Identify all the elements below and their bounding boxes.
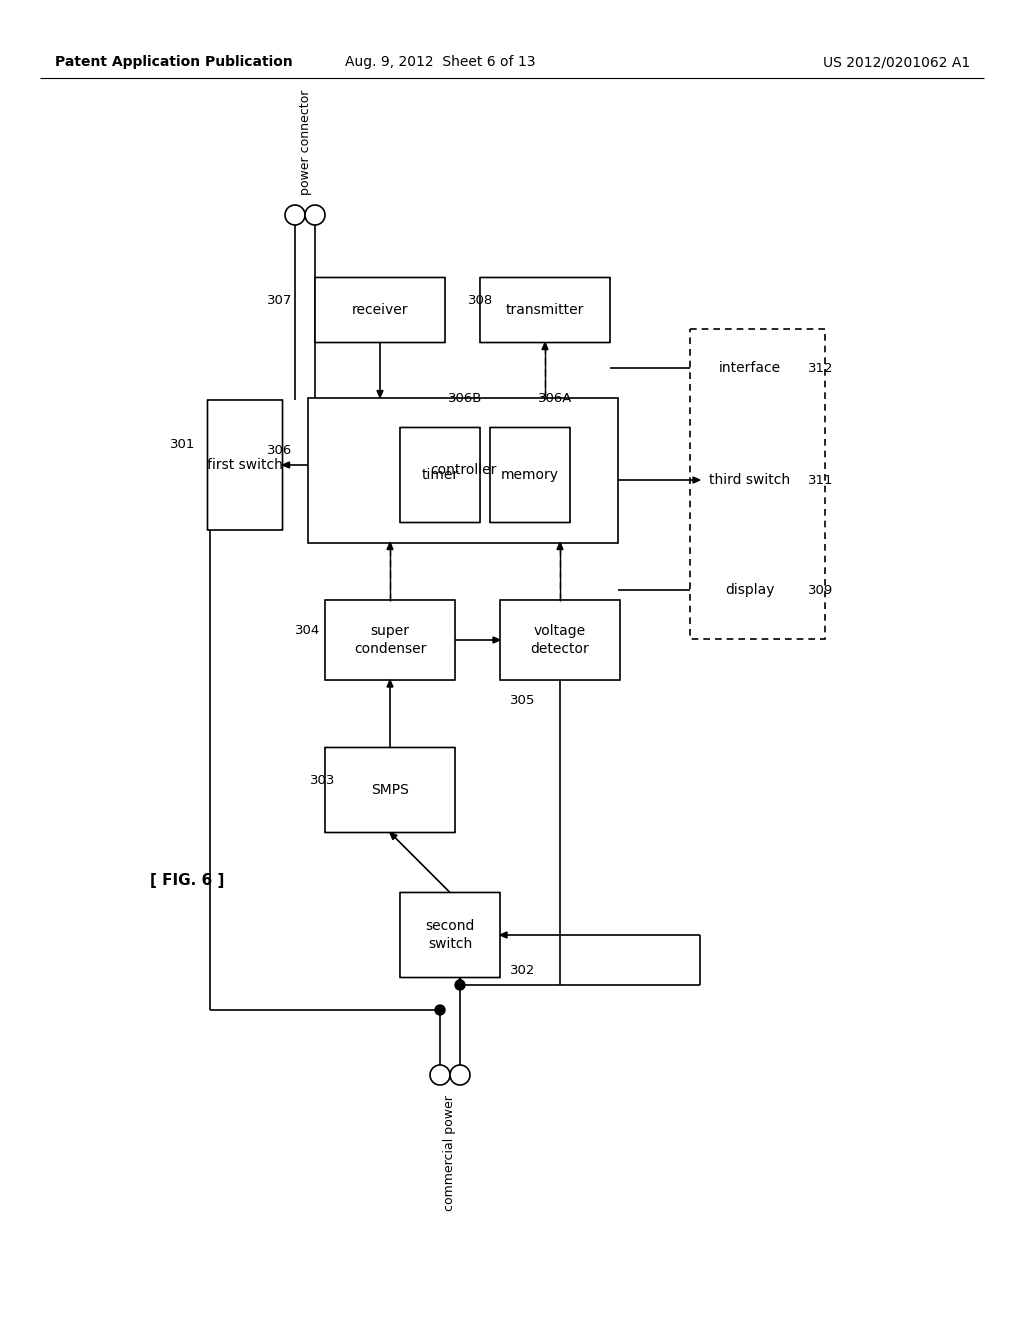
Text: [ FIG. 6 ]: [ FIG. 6 ] [150, 873, 224, 887]
FancyBboxPatch shape [700, 341, 800, 396]
Text: 306B: 306B [449, 392, 482, 404]
Polygon shape [557, 543, 563, 549]
Text: 303: 303 [309, 774, 335, 787]
Circle shape [285, 205, 305, 224]
Text: Patent Application Publication: Patent Application Publication [55, 55, 293, 69]
Text: Aug. 9, 2012  Sheet 6 of 13: Aug. 9, 2012 Sheet 6 of 13 [345, 55, 536, 69]
Text: 309: 309 [808, 583, 834, 597]
Polygon shape [390, 833, 397, 840]
FancyBboxPatch shape [700, 562, 800, 618]
Text: super
condenser: super condenser [354, 624, 426, 656]
FancyBboxPatch shape [325, 601, 455, 680]
FancyBboxPatch shape [480, 277, 610, 342]
Polygon shape [693, 477, 700, 483]
Text: 307: 307 [266, 293, 292, 306]
Circle shape [430, 1065, 450, 1085]
Polygon shape [542, 342, 548, 350]
Text: memory: memory [501, 469, 559, 482]
Polygon shape [493, 638, 500, 643]
FancyBboxPatch shape [489, 428, 570, 523]
Text: receiver: receiver [352, 304, 409, 317]
Text: 302: 302 [510, 964, 536, 977]
Polygon shape [500, 932, 507, 939]
FancyBboxPatch shape [325, 747, 455, 833]
FancyBboxPatch shape [315, 277, 445, 342]
Text: 308: 308 [468, 293, 494, 306]
Polygon shape [457, 978, 463, 985]
Text: power connector: power connector [299, 90, 311, 195]
Polygon shape [387, 543, 393, 549]
Text: timer: timer [422, 469, 459, 482]
Circle shape [455, 979, 465, 990]
FancyBboxPatch shape [400, 428, 480, 523]
Circle shape [435, 1005, 445, 1015]
Text: 304: 304 [295, 623, 319, 636]
Text: 305: 305 [510, 693, 536, 706]
FancyBboxPatch shape [400, 892, 500, 978]
Polygon shape [283, 462, 290, 469]
Circle shape [305, 205, 325, 224]
FancyBboxPatch shape [500, 601, 620, 680]
Polygon shape [387, 680, 393, 686]
Text: second
switch: second switch [425, 919, 475, 950]
FancyBboxPatch shape [208, 400, 283, 531]
Text: controller: controller [430, 463, 497, 477]
Text: display: display [725, 583, 775, 597]
Text: transmitter: transmitter [506, 304, 584, 317]
Text: 301: 301 [170, 438, 195, 451]
Text: interface: interface [719, 360, 781, 375]
FancyBboxPatch shape [700, 437, 800, 523]
FancyBboxPatch shape [308, 397, 618, 543]
Circle shape [450, 1065, 470, 1085]
Polygon shape [377, 391, 383, 397]
Text: US 2012/0201062 A1: US 2012/0201062 A1 [822, 55, 970, 69]
Text: third switch: third switch [710, 473, 791, 487]
Text: commercial power: commercial power [443, 1096, 457, 1210]
Text: voltage
detector: voltage detector [530, 624, 590, 656]
Text: 306: 306 [266, 444, 292, 457]
Text: 306A: 306A [538, 392, 572, 404]
Text: SMPS: SMPS [371, 783, 409, 797]
FancyBboxPatch shape [689, 329, 824, 639]
Text: first switch: first switch [207, 458, 283, 473]
Text: 312: 312 [808, 362, 834, 375]
Text: 311: 311 [808, 474, 834, 487]
